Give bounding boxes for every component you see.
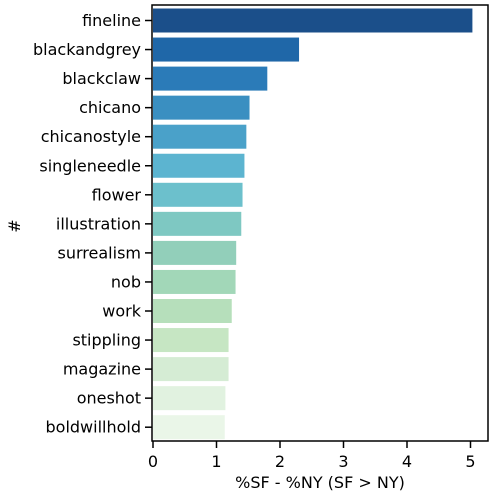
- y-tick-label: work: [102, 302, 141, 321]
- y-tick-label: fineline: [82, 11, 141, 30]
- y-tick-label: singleneedle: [39, 156, 141, 175]
- bar-illustration: [153, 211, 242, 236]
- bar-oneshot: [153, 386, 226, 411]
- x-tick-label: 0: [148, 452, 158, 471]
- plot-frame: [151, 4, 489, 442]
- y-tick-label: surrealism: [58, 243, 141, 262]
- bar-boldwillhold: [153, 415, 225, 440]
- bar-work: [153, 299, 232, 323]
- y-tick-label: blackclaw: [62, 69, 141, 88]
- bar-stippling: [153, 328, 229, 353]
- bar-singleneedle: [153, 153, 245, 178]
- x-tick-label: 3: [338, 452, 348, 471]
- x-tick-label: 5: [465, 452, 475, 471]
- x-tick-label: 1: [211, 452, 221, 471]
- bar-blackandgrey: [153, 37, 300, 62]
- bar-magazine: [153, 357, 229, 382]
- y-ticks-group: fineline blackandgrey blackclaw chicano chic…: [33, 11, 152, 437]
- y-tick-label: blackandgrey: [33, 40, 141, 59]
- y-axis-label: #: [5, 219, 24, 232]
- y-tick-label: chicanostyle: [41, 127, 141, 146]
- y-tick-label: illustration: [56, 214, 141, 233]
- x-ticks-group: 0 1 2 3 4 5: [148, 441, 476, 471]
- y-tick-label: flower: [92, 185, 142, 204]
- x-tick-label: 4: [402, 452, 412, 471]
- bar-chicanostyle: [153, 124, 247, 149]
- bar-surrealism: [153, 240, 237, 265]
- y-tick-label: boldwillhold: [46, 418, 142, 437]
- y-tick-label: stippling: [72, 331, 141, 350]
- x-axis-label: %SF - %NY (SF > NY): [235, 473, 405, 492]
- bar-blackclaw: [153, 66, 268, 91]
- y-tick-label: oneshot: [77, 389, 141, 408]
- x-tick-label: 2: [275, 452, 285, 471]
- y-tick-label: magazine: [63, 360, 141, 379]
- bar-fineline: [153, 8, 473, 33]
- bars-group: [153, 8, 473, 440]
- bar-flower: [153, 182, 243, 207]
- y-tick-label: nob: [111, 272, 141, 291]
- y-tick-label: chicano: [79, 98, 141, 117]
- bar-chicano: [153, 95, 250, 120]
- bar-nob: [153, 269, 236, 294]
